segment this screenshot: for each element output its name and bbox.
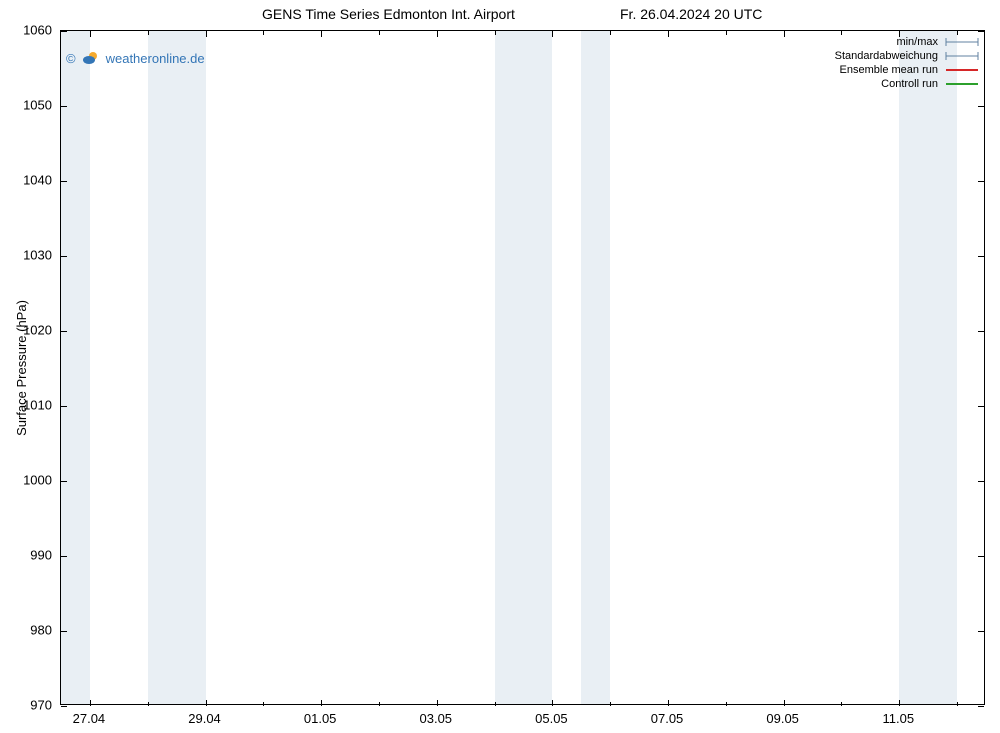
y-tick-label: 970 xyxy=(30,698,52,713)
y-tick-mark xyxy=(61,106,67,107)
x-minor-tick-mark xyxy=(841,31,842,35)
x-minor-tick-mark xyxy=(726,702,727,706)
x-minor-tick-mark xyxy=(726,31,727,35)
x-tick-mark xyxy=(90,700,91,706)
y-tick-label: 1050 xyxy=(23,98,52,113)
y-tick-mark xyxy=(61,331,67,332)
x-minor-tick-mark xyxy=(957,702,958,706)
x-tick-mark xyxy=(784,700,785,706)
x-tick-mark xyxy=(668,700,669,706)
x-minor-tick-mark xyxy=(263,702,264,706)
legend-item: min/max xyxy=(835,35,980,49)
shade-band xyxy=(148,31,206,704)
y-tick-mark xyxy=(61,556,67,557)
x-tick-label: 07.05 xyxy=(651,711,684,726)
legend-item-label: Standardabweichung xyxy=(835,49,938,63)
y-tick-mark xyxy=(61,256,67,257)
x-tick-mark xyxy=(321,700,322,706)
y-tick-mark xyxy=(61,631,67,632)
y-tick-mark xyxy=(978,631,984,632)
legend-item: Controll run xyxy=(835,77,980,91)
y-tick-mark xyxy=(61,406,67,407)
x-tick-label: 11.05 xyxy=(882,711,914,726)
x-tick-mark xyxy=(321,31,322,37)
y-tick-mark xyxy=(61,181,67,182)
x-tick-label: 01.05 xyxy=(304,711,337,726)
legend-item-label: Ensemble mean run xyxy=(840,63,938,77)
chart-title-datetime: Fr. 26.04.2024 20 UTC xyxy=(620,6,762,22)
x-minor-tick-mark xyxy=(957,31,958,35)
x-minor-tick-mark xyxy=(610,702,611,706)
y-tick-mark xyxy=(978,331,984,332)
y-tick-mark xyxy=(978,481,984,482)
x-tick-mark xyxy=(784,31,785,37)
y-tick-mark xyxy=(978,106,984,107)
x-minor-tick-mark xyxy=(495,31,496,35)
shade-band xyxy=(581,31,610,704)
x-tick-mark xyxy=(206,31,207,37)
legend-item: Standardabweichung xyxy=(835,49,980,63)
y-tick-mark xyxy=(61,31,67,32)
y-tick-label: 1000 xyxy=(23,473,52,488)
y-tick-mark xyxy=(978,406,984,407)
chart-title-source: GENS Time Series Edmonton Int. Airport xyxy=(262,6,515,22)
x-tick-label: 09.05 xyxy=(766,711,799,726)
x-minor-tick-mark xyxy=(495,702,496,706)
y-tick-label: 1030 xyxy=(23,248,52,263)
x-minor-tick-mark xyxy=(379,31,380,35)
legend-item-label: min/max xyxy=(896,35,938,49)
x-tick-mark xyxy=(899,31,900,37)
x-minor-tick-mark xyxy=(263,31,264,35)
x-minor-tick-mark xyxy=(148,702,149,706)
y-tick-mark xyxy=(61,706,67,707)
y-tick-label: 1020 xyxy=(23,323,52,338)
x-tick-mark xyxy=(668,31,669,37)
x-tick-label: 27.04 xyxy=(73,711,106,726)
x-tick-mark xyxy=(90,31,91,37)
shade-band xyxy=(899,31,957,704)
y-tick-label: 1010 xyxy=(23,398,52,413)
y-tick-mark xyxy=(978,31,984,32)
x-tick-mark xyxy=(552,700,553,706)
legend: min/maxStandardabweichungEnsemble mean r… xyxy=(835,35,980,91)
y-tick-mark xyxy=(978,556,984,557)
legend-item-label: Controll run xyxy=(881,77,938,91)
y-tick-mark xyxy=(978,181,984,182)
x-minor-tick-mark xyxy=(379,702,380,706)
x-tick-mark xyxy=(899,700,900,706)
x-minor-tick-mark xyxy=(148,31,149,35)
legend-item: Ensemble mean run xyxy=(835,63,980,77)
x-tick-mark xyxy=(206,700,207,706)
y-axis-label: Surface Pressure (hPa) xyxy=(14,300,29,436)
x-tick-label: 03.05 xyxy=(420,711,453,726)
y-tick-mark xyxy=(61,481,67,482)
chart-container: GENS Time Series Edmonton Int. Airport F… xyxy=(0,0,1000,733)
y-tick-mark xyxy=(978,706,984,707)
x-minor-tick-mark xyxy=(610,31,611,35)
x-tick-mark xyxy=(552,31,553,37)
x-tick-mark xyxy=(437,700,438,706)
x-tick-label: 29.04 xyxy=(188,711,221,726)
y-tick-label: 990 xyxy=(30,548,52,563)
plot-area: min/maxStandardabweichungEnsemble mean r… xyxy=(60,30,985,705)
shade-band xyxy=(61,31,90,704)
shade-band xyxy=(495,31,553,704)
x-tick-mark xyxy=(437,31,438,37)
x-tick-label: 05.05 xyxy=(535,711,568,726)
y-tick-mark xyxy=(978,256,984,257)
x-minor-tick-mark xyxy=(841,702,842,706)
y-tick-label: 1040 xyxy=(23,173,52,188)
y-tick-label: 1060 xyxy=(23,23,52,38)
y-tick-label: 980 xyxy=(30,623,52,638)
